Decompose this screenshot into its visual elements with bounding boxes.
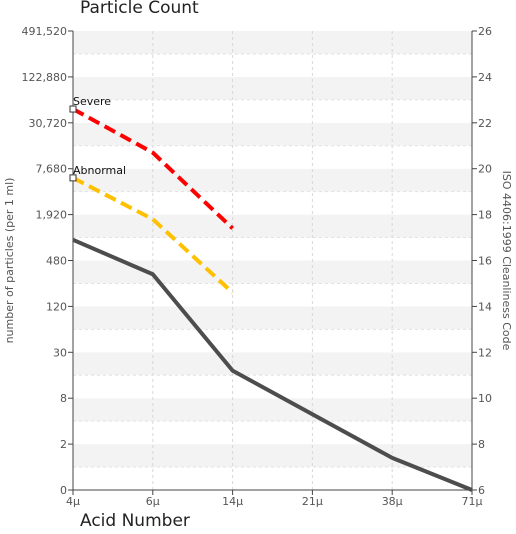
grid-band: [73, 421, 472, 445]
x-tick-label: 71μ: [462, 495, 483, 508]
left-tick-label: 480: [46, 255, 67, 268]
right-tick-label: 14: [478, 300, 492, 313]
grid-band: [73, 122, 472, 146]
grid-band: [73, 329, 472, 353]
right-tick-label: 24: [478, 71, 492, 84]
grid-band: [73, 168, 472, 192]
grid-band: [73, 444, 472, 468]
chart-subtitle: Acid Number: [80, 511, 190, 531]
series-line-severe: [72, 107, 234, 230]
right-tick-label: 8: [478, 438, 485, 451]
grid-band: [73, 306, 472, 330]
right-tick-label: 26: [478, 25, 492, 38]
grid-band: [73, 191, 472, 215]
grid-band: [73, 375, 472, 399]
grid-band: [73, 283, 472, 307]
grid-band: [73, 99, 472, 123]
x-tick-label: 14μ: [222, 495, 243, 508]
series-line-abnormal: [72, 176, 234, 295]
x-tick-label: 21μ: [302, 495, 323, 508]
series-line-particle-count: [72, 238, 473, 492]
left-tick-label: 1,920: [36, 209, 68, 222]
right-tick-label: 22: [478, 117, 492, 130]
left-tick-label: 7,680: [36, 163, 68, 176]
x-tick-label: 4μ: [66, 495, 80, 508]
annotation-marker: [69, 105, 77, 113]
y-axis-title-right: ISO 4406:1999 Cleanliness Code: [500, 171, 513, 351]
left-tick-label: 491,520: [22, 25, 68, 38]
right-tick-label: 12: [478, 346, 492, 359]
left-tick-label: 30,720: [29, 117, 68, 130]
grid-band: [73, 260, 472, 284]
grid-band: [73, 76, 472, 100]
grid-band: [73, 237, 472, 261]
left-tick-label: 120: [46, 300, 67, 313]
annotation-label-abnormal: Abnormal: [73, 164, 126, 177]
annotation-marker: [69, 174, 77, 182]
right-tick-label: 20: [478, 163, 492, 176]
grid-band: [73, 352, 472, 376]
x-tick-label: 38μ: [382, 495, 403, 508]
grid-band: [73, 214, 472, 238]
y-axis-title-left: number of particles (per 1 ml): [3, 178, 16, 344]
grid-band: [73, 31, 472, 54]
right-tick-label: 10: [478, 392, 492, 405]
grid-band: [73, 53, 472, 77]
chart-title: Particle Count: [80, 0, 199, 18]
left-tick-label: 0: [60, 484, 67, 497]
left-tick-label: 122,880: [22, 71, 68, 84]
right-tick-label: 6: [478, 484, 485, 497]
annotation-label-severe: Severe: [73, 95, 111, 108]
grid-band: [73, 145, 472, 169]
x-tick-label: 6μ: [146, 495, 160, 508]
grid-band: [73, 398, 472, 422]
left-tick-label: 2: [60, 438, 67, 451]
right-tick-label: 16: [478, 255, 492, 268]
left-tick-label: 30: [53, 346, 67, 359]
right-tick-label: 18: [478, 209, 492, 222]
grid-band: [73, 467, 472, 490]
left-tick-label: 8: [60, 392, 67, 405]
